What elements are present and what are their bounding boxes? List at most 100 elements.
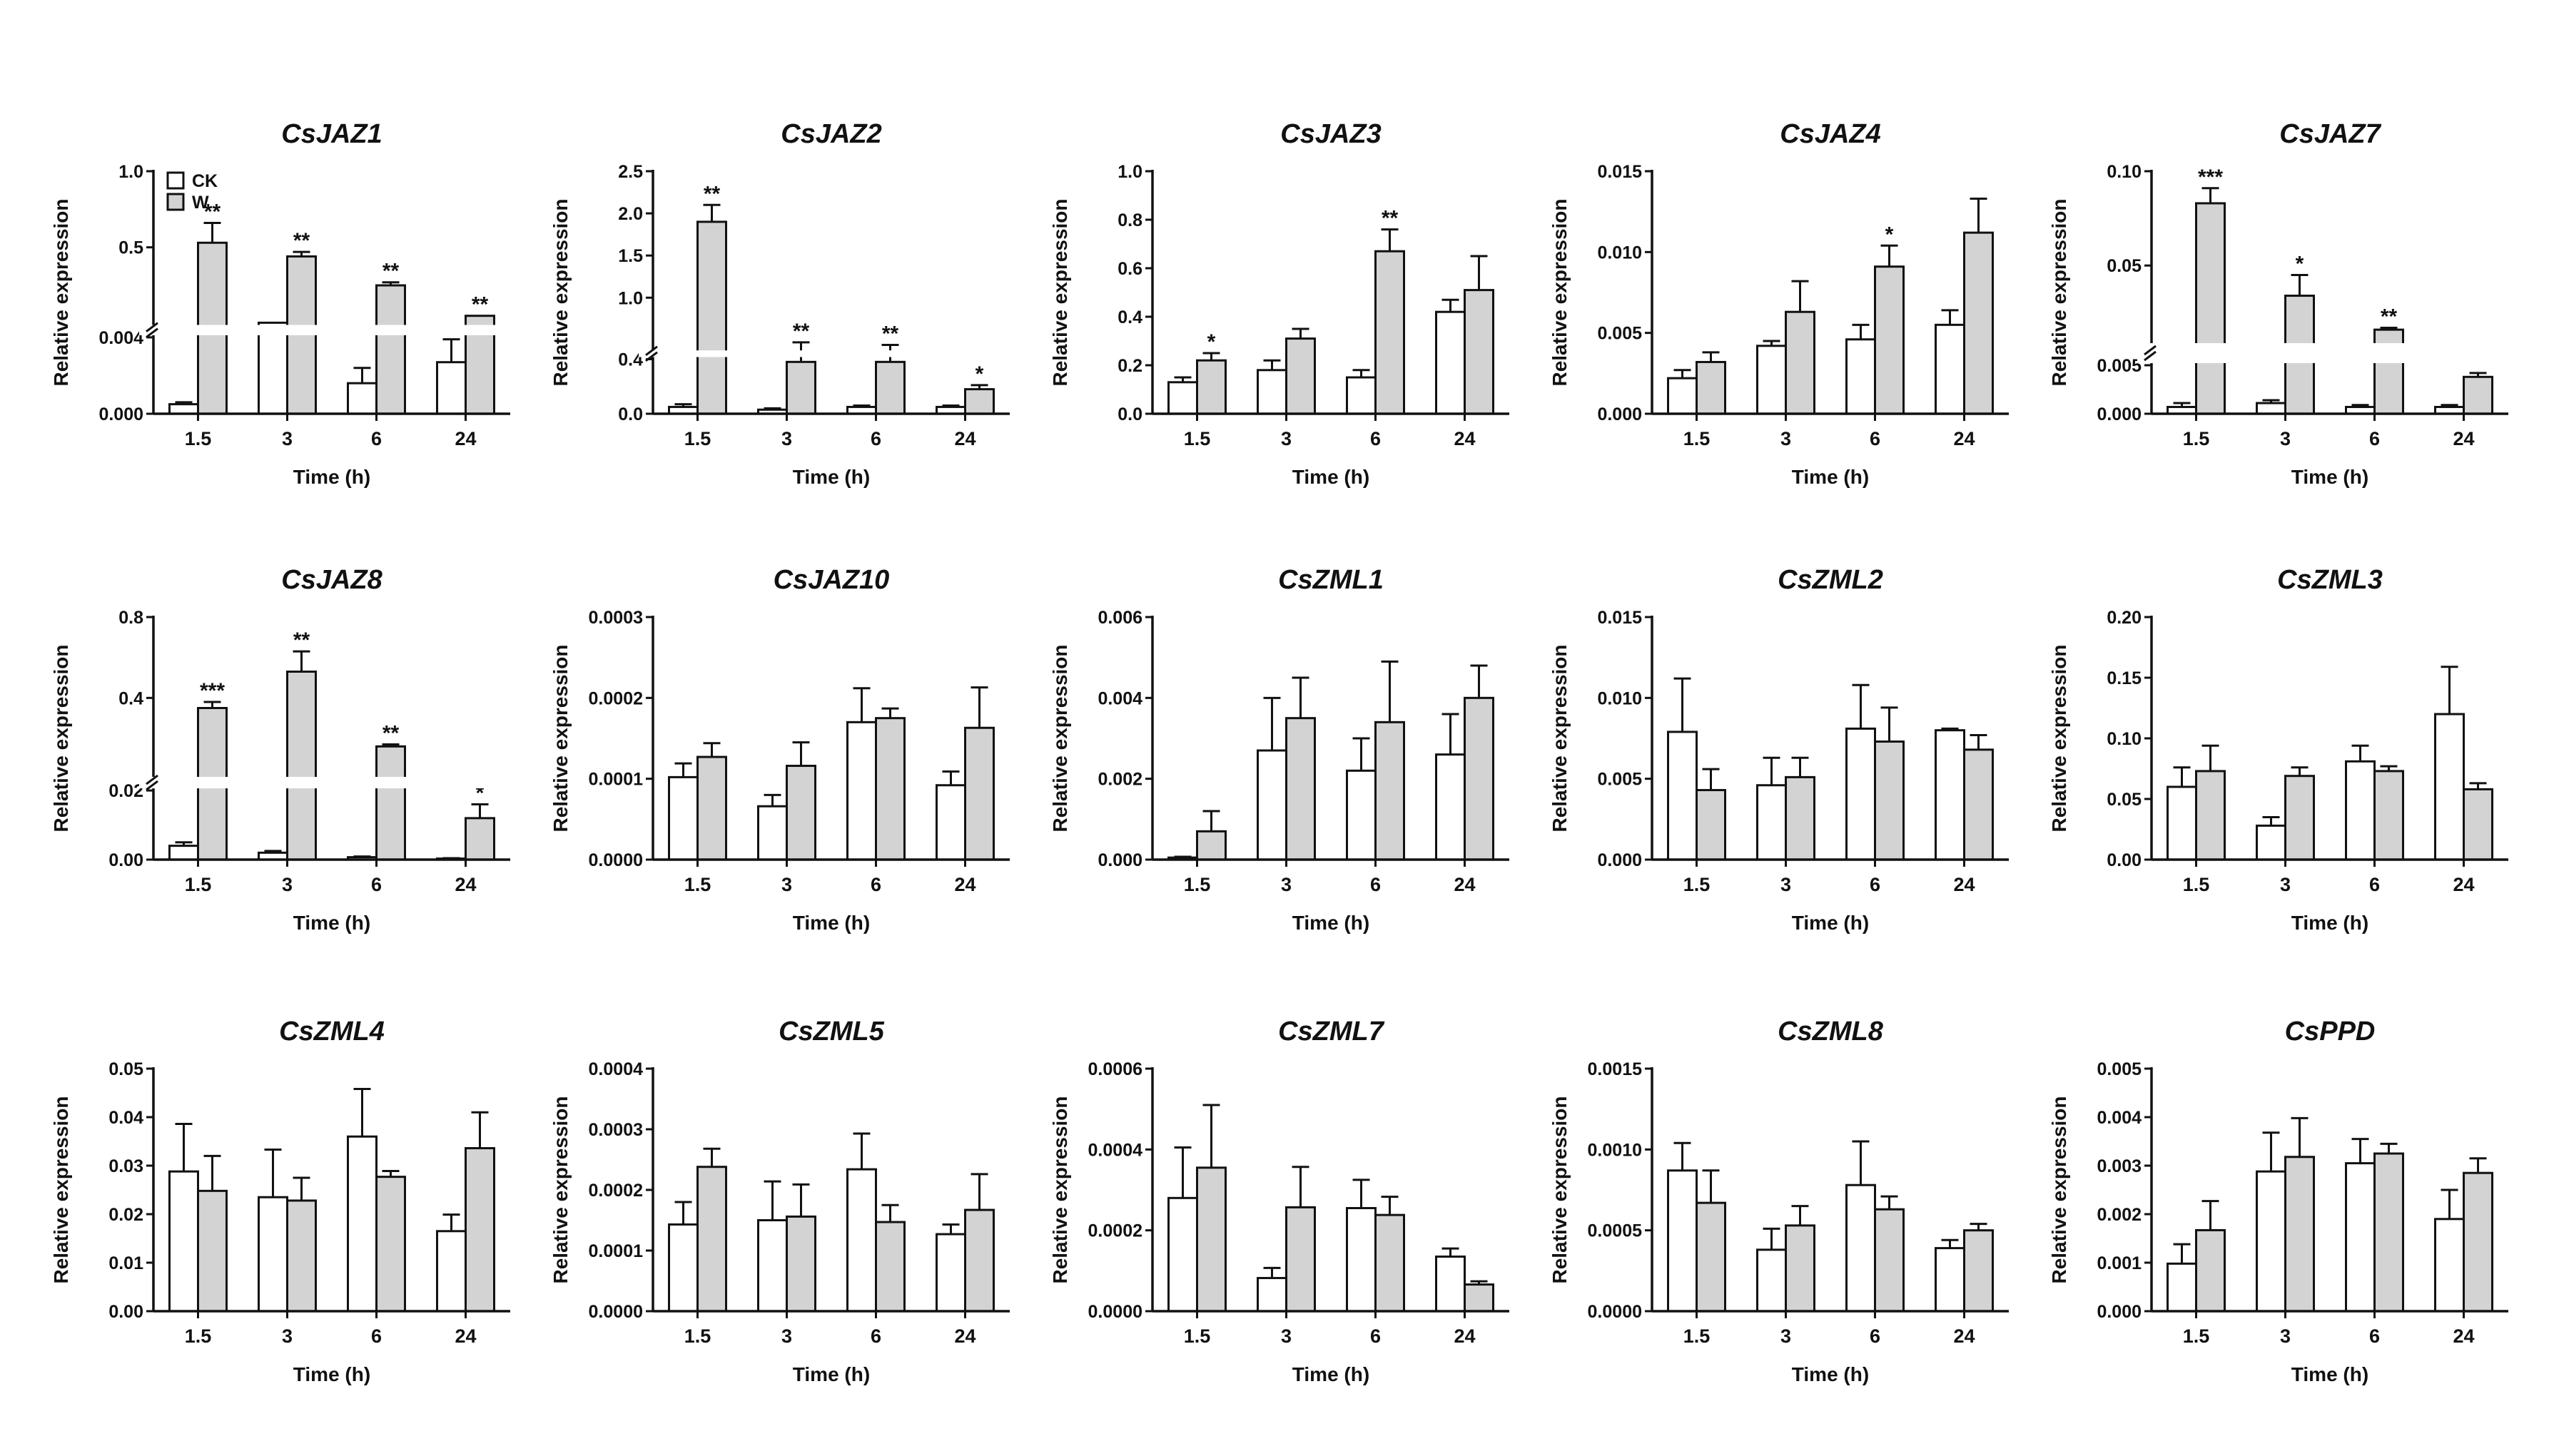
- axis-break-mark: [2144, 345, 2157, 356]
- significance-mark: **: [293, 628, 310, 652]
- y-tick-label: 0.8: [118, 608, 143, 628]
- y-tick-label: 0.20: [2107, 608, 2142, 628]
- y-tick-label: 0.6: [1118, 259, 1142, 279]
- y-axis-label: Relative expression: [50, 644, 72, 832]
- bar-CK-6: [1346, 1207, 1377, 1313]
- y-tick-label: 0.000: [2097, 404, 2142, 424]
- bar-W-6: [375, 745, 406, 861]
- bar-CK-24: [936, 1233, 966, 1313]
- axis-break-mark: [146, 774, 158, 785]
- bar-CK-6: [1346, 376, 1377, 415]
- bar-CK-24: [2434, 1218, 2465, 1313]
- y-tick-label: 0.10: [2107, 162, 2142, 182]
- bar-W-24: [1464, 1283, 1494, 1313]
- x-tick-label: 3: [1780, 428, 1791, 449]
- bar-W-3: [1285, 337, 1316, 415]
- y-tick-label: 0.005: [2097, 1059, 2142, 1079]
- x-tick-label: 24: [2453, 874, 2474, 895]
- chart-title: CsZML8: [1778, 1017, 1884, 1047]
- x-axis-label: Time (h): [1292, 466, 1369, 488]
- bar-W-24: [964, 726, 995, 861]
- bar-CK-3: [258, 1196, 288, 1313]
- chart-title: CsZML2: [1778, 565, 1883, 595]
- x-tick-label: 3: [282, 428, 293, 449]
- x-tick-label: 24: [954, 874, 976, 895]
- chart-panel-CsPPD: CsPPD Relative expression Time (h) 1.5 3 6 24 0…: [2048, 1017, 2508, 1385]
- chart-title: CsJAZ4: [1780, 119, 1881, 149]
- x-tick-label: 1.5: [1683, 874, 1711, 895]
- bar-W-24: [465, 1147, 495, 1313]
- x-axis-label: Time (h): [793, 466, 870, 488]
- x-axis-label: Time (h): [2291, 466, 2368, 488]
- bar-W-6: [875, 1221, 906, 1313]
- bar-W-1.5: [2195, 770, 2226, 861]
- axis-break-mark: [2144, 350, 2157, 362]
- bar-W-3: [286, 671, 317, 861]
- x-tick-label: 6: [1370, 874, 1381, 895]
- axis-break-gap: [2137, 343, 2512, 363]
- bar-W-24: [1464, 696, 1494, 861]
- y-tick-label: 0.002: [2097, 1205, 2142, 1225]
- x-tick-label: 24: [455, 1325, 476, 1347]
- bar-CK-1.5: [1667, 377, 1698, 415]
- bar-CK-6: [1845, 727, 1876, 861]
- chart-panel-CsZML3: CsZML3 Relative expression Time (h) 1.5 3 6 24…: [2048, 565, 2508, 934]
- bar-W-1.5: [2195, 1228, 2226, 1313]
- bar-W-24: [465, 817, 495, 861]
- y-tick-label: 0.0006: [1088, 1059, 1142, 1079]
- bar-W-6: [1374, 721, 1405, 861]
- y-axis-label: Relative expression: [1549, 1096, 1571, 1283]
- bar-W-6: [1874, 1208, 1905, 1313]
- y-tick-label: 0.001: [2097, 1253, 2142, 1273]
- y-axis-label: Relative expression: [549, 198, 572, 386]
- chart-title: CsJAZ3: [1280, 119, 1382, 149]
- axis-break-mark: [146, 327, 158, 338]
- bar-W-6: [875, 360, 906, 415]
- x-tick-label: 1.5: [1184, 428, 1211, 449]
- bar-CK-24: [936, 784, 966, 861]
- legend-swatch-w: [166, 193, 185, 211]
- axis-break-mark: [645, 351, 658, 362]
- bar-CK-24: [1435, 753, 1466, 861]
- y-tick-label: 0.0000: [1088, 1302, 1142, 1322]
- y-tick-label: 0.003: [2097, 1156, 2142, 1176]
- axis-break-mark: [645, 345, 658, 357]
- x-tick-label: 6: [1870, 1325, 1880, 1347]
- chart-title: CsJAZ10: [774, 565, 890, 595]
- y-tick-label: 0.000: [2097, 1302, 2142, 1322]
- bar-CK-3: [2256, 402, 2286, 415]
- bar-CK-1.5: [168, 845, 199, 861]
- chart-title: CsZML4: [279, 1017, 385, 1047]
- chart-panel-CsZML8: CsZML8 Relative expression Time (h) 1.5 3 6 24…: [1549, 1017, 2009, 1385]
- x-tick-label: 3: [781, 1325, 792, 1347]
- y-tick-label: 0.0000: [589, 1302, 643, 1322]
- legend-swatch-ck: [166, 171, 185, 190]
- bar-W-24: [964, 388, 995, 415]
- y-tick-label: 0.04: [108, 1108, 143, 1128]
- significance-mark: *: [1207, 330, 1216, 354]
- x-tick-label: 1.5: [2183, 1325, 2210, 1347]
- bar-CK-24: [2434, 713, 2465, 861]
- x-tick-label: 24: [1454, 874, 1475, 895]
- bar-W-1.5: [197, 1189, 228, 1313]
- x-tick-label: 3: [781, 874, 792, 895]
- bar-CK-24: [1935, 1247, 1965, 1313]
- chart-title: CsJAZ2: [781, 119, 882, 149]
- bar-CK-1.5: [1167, 1196, 1198, 1313]
- bar-CK-24: [436, 1230, 467, 1313]
- x-tick-label: 3: [1281, 428, 1292, 449]
- axis-break-gap: [639, 350, 1013, 357]
- x-tick-label: 1.5: [684, 1325, 711, 1347]
- chart-panel-CsJAZ4: CsJAZ4 Relative expression Time (h) 1.5 3 * 6 2…: [1549, 119, 2009, 488]
- x-tick-label: 24: [1953, 1325, 1975, 1347]
- x-axis-label: Time (h): [293, 1363, 370, 1385]
- x-tick-label: 1.5: [185, 874, 212, 895]
- chart-panel-CsZML1: CsZML1 Relative expression Time (h) 1.5 3 6 24…: [1049, 565, 1509, 934]
- y-tick-label: 0.0: [618, 404, 643, 424]
- bar-W-6: [1874, 265, 1905, 415]
- axis-break-gap: [139, 777, 514, 789]
- x-tick-label: 24: [455, 874, 476, 895]
- significance-mark: **: [704, 182, 721, 205]
- bar-CK-3: [2256, 824, 2286, 861]
